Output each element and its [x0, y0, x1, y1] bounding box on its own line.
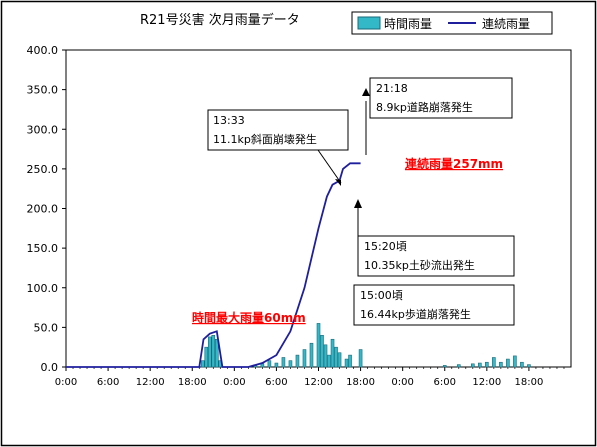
x-tick-label: 18:00 — [346, 377, 375, 388]
hourly-rain-bar — [358, 349, 363, 368]
legend-bar-swatch — [357, 16, 381, 30]
x-tick-label: 6:00 — [434, 377, 456, 388]
hourly-rain-bar — [442, 365, 447, 368]
chart-title: R21号災害 次月雨量データ — [140, 12, 300, 28]
y-tick-label: 350.0 — [27, 84, 59, 97]
annotation-box — [357, 235, 515, 277]
y-tick-label: 100.0 — [27, 282, 59, 295]
hourly-rain-bar — [211, 334, 216, 368]
x-tick-label: 18:00 — [515, 377, 544, 388]
legend-line-label: 連続雨量 — [482, 17, 530, 31]
x-tick-label: 0:00 — [391, 377, 413, 388]
annotation-time: 15:20頃 — [364, 240, 407, 253]
hourly-rain-bar — [207, 336, 212, 368]
x-tick-label: 18:00 — [178, 377, 207, 388]
cumulative-rain-line — [66, 162, 361, 368]
hourly-rain-bar — [344, 358, 349, 368]
annotation-slope-failure: 13:33 11.1kp斜面崩壊発生 — [207, 109, 349, 186]
x-tick-label: 6:00 — [265, 377, 287, 388]
annotation-time: 15:00頃 — [360, 289, 403, 302]
annotation-arrow — [317, 149, 342, 184]
y-tick-label: 150.0 — [27, 242, 59, 255]
max-hourly-label: 時間最大雨量60mm — [192, 310, 306, 325]
hourly-rain-bar — [274, 362, 279, 368]
hourly-rain-bar — [288, 360, 293, 368]
arrowhead — [362, 88, 370, 96]
legend-bar-label: 時間雨量 — [384, 17, 432, 31]
hourly-rain-bar — [478, 362, 482, 368]
x-tick-label: 0:00 — [223, 377, 245, 388]
y-tick-label: 250.0 — [27, 163, 59, 176]
hourly-rain-bar — [302, 349, 307, 368]
x-tick-label: 12:00 — [136, 377, 165, 388]
hourly-rain-bar — [471, 363, 475, 368]
annotation-event: 8.9kp道路崩落発生 — [376, 100, 473, 114]
y-tick-label: 50.0 — [34, 321, 59, 334]
annotation-box — [353, 284, 515, 326]
x-tick-label: 6:00 — [97, 377, 119, 388]
hourly-rain-bar — [456, 364, 461, 368]
hourly-rain-bar — [260, 363, 265, 368]
hourly-rain-bar — [214, 338, 219, 368]
annotation-event: 10.35kp土砂流出発生 — [364, 258, 475, 272]
arrowhead — [354, 199, 362, 208]
hourly-rain-bar — [295, 354, 300, 368]
hourly-rain-bar — [330, 338, 335, 368]
hourly-rain-bar — [348, 354, 352, 368]
hourly-rain-bar — [527, 364, 531, 368]
y-tick-label: 300.0 — [27, 123, 59, 136]
hourly-rain-bar — [337, 352, 342, 368]
x-tick-label: 12:00 — [304, 377, 333, 388]
x-tick-label: 0:00 — [55, 377, 77, 388]
hourly-rain-bar — [513, 355, 517, 368]
hourly-rain-bar — [485, 361, 489, 368]
annotation-sidewalk-collapse: 15:00頃 16.44kp歩道崩落発生 — [353, 284, 515, 326]
hourly-rain-bar — [492, 357, 496, 368]
x-tick-label: 12:00 — [472, 377, 501, 388]
hourly-rain-bar — [320, 334, 324, 368]
arrowhead — [335, 179, 341, 186]
total-rain-label: 連続雨量257mm — [405, 156, 503, 171]
annotation-sediment-flow: 15:20頃 10.35kp土砂流出発生 — [354, 199, 515, 277]
hourly-rain-bar — [327, 354, 331, 368]
hourly-rain-bar — [281, 357, 286, 368]
annotation-box — [207, 109, 349, 151]
x-axis: 0:00 6:00 12:00 18:00 0:00 6:00 12:00 18:00 0:00… — [55, 367, 565, 388]
y-tick-label: 0.0 — [41, 361, 59, 374]
hourly-rain-bar — [520, 361, 524, 368]
annotation-box — [369, 77, 513, 119]
hourly-rain-bar — [204, 346, 209, 368]
annotation-time: 13:33 — [213, 114, 245, 127]
legend: 時間雨量 連続雨量 — [351, 11, 553, 35]
y-axis: 0.0 50.0 100.0 150.0 200.0 250.0 300.0 350.0 400… — [27, 44, 66, 374]
annotation-event: 16.44kp歩道崩落発生 — [360, 307, 471, 321]
hourly-rain-bar — [267, 360, 272, 368]
hourly-rain-bar — [316, 323, 321, 368]
annotation-road-collapse: 21:18 8.9kp道路崩落発生 — [362, 77, 513, 155]
annotation-time: 21:18 — [376, 82, 408, 95]
hourly-rain-bar — [506, 358, 510, 368]
hourly-rain-bar — [323, 344, 328, 368]
hourly-rain-bar — [200, 360, 205, 368]
hourly-rain-bar — [334, 346, 338, 368]
hourly-rain-bar — [309, 342, 314, 368]
y-tick-label: 400.0 — [27, 44, 59, 57]
hourly-rain-bar — [499, 361, 503, 368]
y-tick-label: 200.0 — [27, 203, 59, 216]
annotation-event: 11.1kp斜面崩壊発生 — [213, 132, 317, 146]
